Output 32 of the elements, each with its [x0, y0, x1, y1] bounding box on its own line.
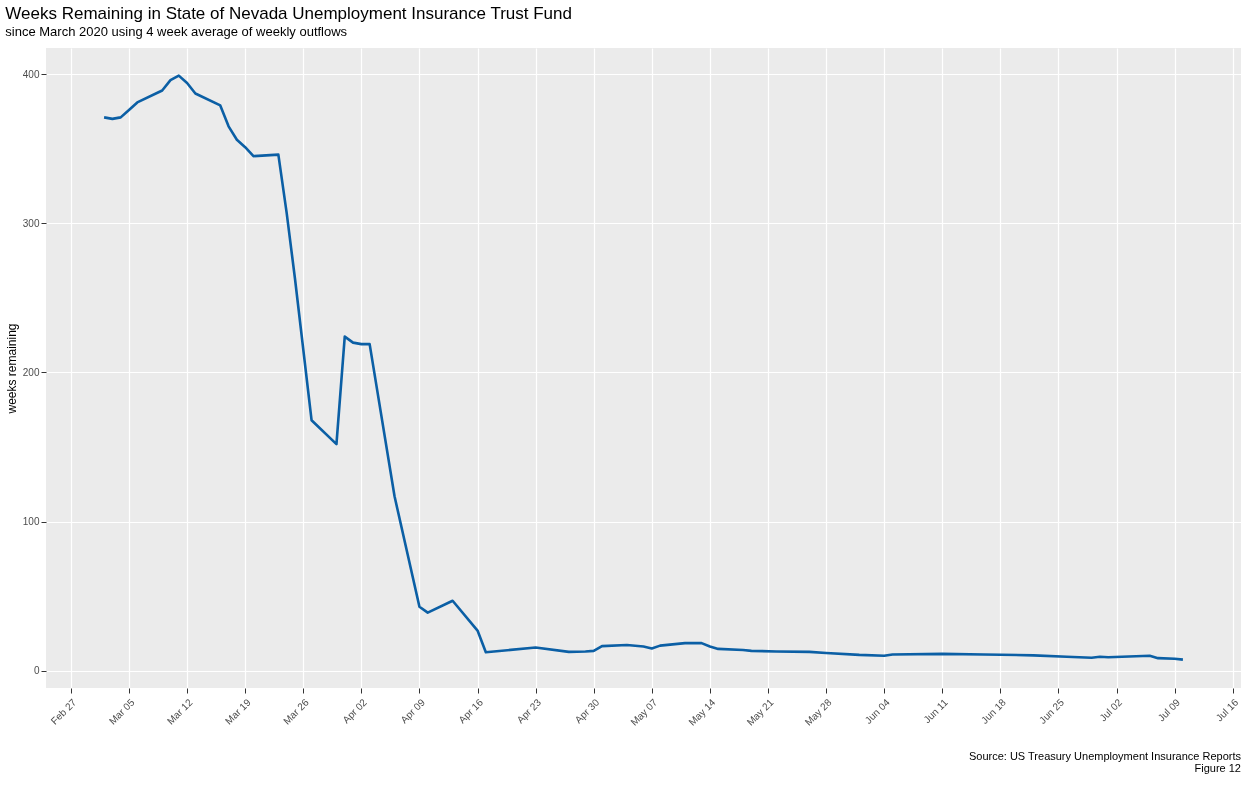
x-tick-label: Jun 18	[978, 696, 1009, 726]
x-tick-label: May 28	[802, 696, 834, 728]
x-tick-label: Jun 25	[1036, 696, 1067, 726]
chart-title: Weeks Remaining in State of Nevada Unemployment Insurance Trust Fund	[5, 4, 572, 23]
chart-subtitle: since March 2020 using 4 week average of weekly outflows	[5, 24, 348, 39]
x-tick-label: Apr 16	[456, 696, 486, 726]
x-tick-label: Mar 19	[222, 696, 254, 727]
line-series	[102, 74, 1185, 661]
x-tick-label: Mar 26	[281, 696, 312, 727]
x-tick-label: May 07	[628, 696, 660, 728]
x-tick-label: Jul 09	[1155, 696, 1183, 724]
x-tick-label: Apr 30	[572, 696, 602, 726]
source-note: Source: US Treasury Unemployment Insurance Reports	[968, 750, 1242, 762]
y-tick-label: 0	[33, 665, 40, 677]
x-tick-label: Mar 12	[164, 696, 195, 727]
y-tick-label: 100	[22, 516, 40, 528]
y-tick-label: 200	[22, 366, 40, 378]
y-tick-label: 300	[22, 217, 40, 229]
x-tick-label: Mar 05	[106, 696, 137, 727]
x-tick-label: Jun 04	[862, 696, 893, 726]
y-axis-title: weeks remaining	[4, 323, 19, 415]
x-tick-label: Jul 16	[1213, 696, 1241, 724]
x-tick-label: Apr 23	[514, 696, 544, 726]
x-tick-label: Apr 02	[340, 696, 370, 726]
x-tick-label: Jun 11	[921, 696, 951, 726]
caption: Figure 12	[1194, 762, 1241, 774]
y-tick-label: 400	[22, 68, 40, 80]
x-tick-label: May 21	[744, 696, 776, 728]
x-tick-label: Jul 02	[1097, 696, 1125, 724]
x-tick-label: Apr 09	[398, 696, 428, 726]
x-tick-label: May 14	[686, 696, 718, 728]
x-tick-label: Feb 27	[48, 696, 79, 727]
